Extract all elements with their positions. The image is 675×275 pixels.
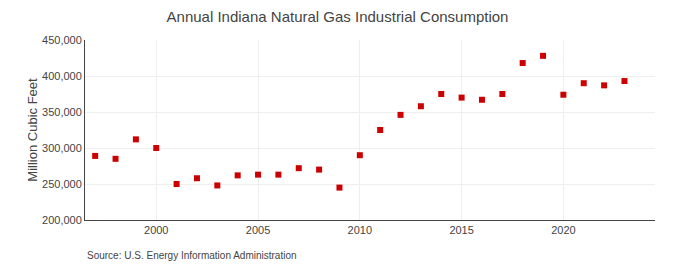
svg-text:450,000: 450,000 [42, 34, 82, 46]
svg-text:2000: 2000 [144, 224, 168, 236]
svg-text:Source: U.S. Energy Informatio: Source: U.S. Energy Information Administ… [87, 250, 297, 261]
svg-text:Million Cubic Feet: Million Cubic Feet [25, 78, 40, 182]
svg-text:2010: 2010 [348, 224, 372, 236]
svg-text:Annual Indiana Natural Gas Ind: Annual Indiana Natural Gas Industrial Co… [167, 8, 509, 25]
svg-text:300,000: 300,000 [42, 142, 82, 154]
svg-text:200,000: 200,000 [42, 214, 82, 226]
svg-text:400,000: 400,000 [42, 70, 82, 82]
svg-text:250,000: 250,000 [42, 178, 82, 190]
svg-text:2020: 2020 [551, 224, 575, 236]
svg-text:2005: 2005 [246, 224, 270, 236]
svg-text:350,000: 350,000 [42, 106, 82, 118]
svg-text:2015: 2015 [449, 224, 473, 236]
